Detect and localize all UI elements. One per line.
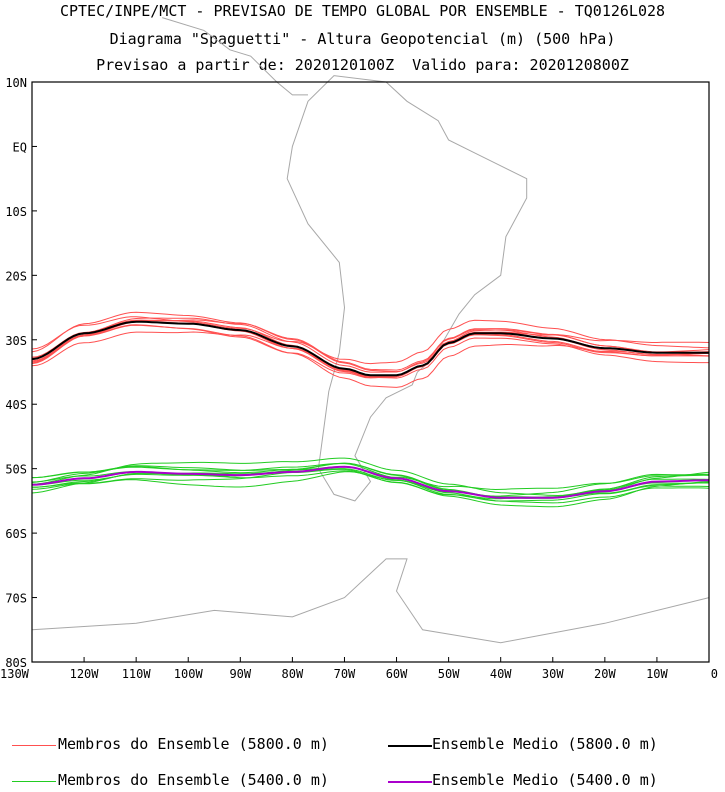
lon-label: 90W <box>229 667 251 681</box>
lon-label: 40W <box>490 667 512 681</box>
legend-swatch-member-5800 <box>12 745 56 746</box>
lat-label: 70S <box>5 592 27 606</box>
lon-label: 0 <box>711 667 718 681</box>
lon-label: 120W <box>70 667 100 681</box>
lon-label: 80W <box>282 667 304 681</box>
coast-antarctica <box>31 558 710 644</box>
lat-label: EQ <box>13 140 27 154</box>
legend-mean-5800: Ensemble Medio (5800.0 m) <box>432 735 658 753</box>
lon-label: 50W <box>438 667 460 681</box>
lat-label: 60S <box>5 527 27 541</box>
lat-label: 80S <box>5 656 27 670</box>
series-layer <box>31 311 710 508</box>
coastline-south-america <box>31 17 710 644</box>
title-line-1: CPTEC/INPE/MCT - PREVISAO DE TEMPO GLOBA… <box>59 2 666 20</box>
coast-central-america <box>162 17 308 96</box>
lon-label: 60W <box>386 667 408 681</box>
legend-swatch-mean-5400 <box>388 781 432 783</box>
legend-member-5800: Membros do Ensemble (5800.0 m) <box>58 735 329 753</box>
legend-mean-5400: Ensemble Medio (5400.0 m) <box>432 771 658 789</box>
lon-label: 130W <box>0 667 30 681</box>
lon-label: 70W <box>334 667 356 681</box>
member-line-5400-9 <box>31 462 710 497</box>
member-line-5400-8 <box>31 471 710 504</box>
title-line-2: Diagrama "Spaguetti" - Altura Geopotenci… <box>109 30 616 48</box>
member-line-5800-9 <box>31 319 710 371</box>
lat-label: 10N <box>5 76 27 90</box>
map-frame <box>31 81 710 663</box>
lat-label: 20S <box>5 269 27 283</box>
legend-swatch-mean-5800 <box>388 745 432 747</box>
member-line-5800-3 <box>31 311 710 373</box>
mean-line-5400 <box>31 465 709 499</box>
lat-label: 30S <box>5 334 27 348</box>
legend-swatch-member-5400 <box>12 781 56 782</box>
lon-label: 30W <box>542 667 564 681</box>
title-line-3: Previsao a partir de: 2020120100Z Valido… <box>96 56 629 74</box>
lat-label: 40S <box>5 398 27 412</box>
coast-south-america <box>286 75 528 502</box>
member-line-5400-10 <box>32 468 710 498</box>
member-line-5800-8 <box>31 324 710 388</box>
lat-label: 10S <box>5 205 27 219</box>
lon-label: 10W <box>646 667 668 681</box>
legend-member-5400: Membros do Ensemble (5400.0 m) <box>58 771 329 789</box>
lon-label: 100W <box>174 667 204 681</box>
lat-label: 50S <box>5 463 27 477</box>
lon-label: 20W <box>594 667 616 681</box>
member-line-5800-7 <box>31 316 710 365</box>
lon-label: 110W <box>122 667 152 681</box>
mean-line-5800 <box>31 320 709 377</box>
member-line-5400-7 <box>31 457 710 497</box>
